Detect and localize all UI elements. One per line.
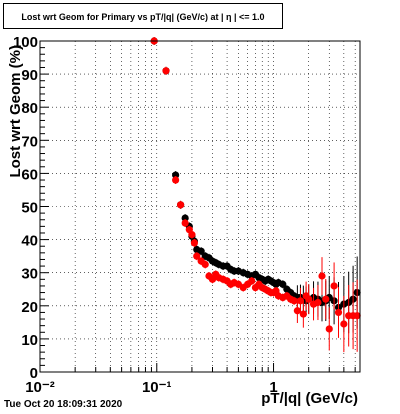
data-point xyxy=(201,260,209,269)
x-axis-label: pT/|q| (GeV/c) xyxy=(261,390,358,407)
data-point xyxy=(299,310,307,318)
y-tick-label: 0 xyxy=(30,365,38,382)
data-point xyxy=(334,308,343,317)
data-point xyxy=(353,312,361,320)
data-point xyxy=(172,176,180,184)
y-tick-label: 50 xyxy=(21,200,38,217)
axis-tick-labels: 0 10 20 30 40 50 60 70 80 90 100 10⁻² 10⁻¹ 1 xyxy=(13,34,278,396)
data-point xyxy=(190,239,198,247)
y-tick-label: 60 xyxy=(21,166,38,183)
data-point xyxy=(305,295,313,303)
data-point xyxy=(177,201,185,209)
y-tick-label: 40 xyxy=(21,233,38,250)
y-tick-label: 80 xyxy=(21,100,38,117)
x-tick-label: 10⁻¹ xyxy=(142,379,172,396)
data-point xyxy=(193,252,201,260)
data-point xyxy=(290,297,298,305)
y-tick-label: 30 xyxy=(21,266,38,283)
data-point xyxy=(248,277,256,285)
y-tick-label: 90 xyxy=(21,67,38,84)
data-point xyxy=(181,219,189,227)
data-point xyxy=(325,325,333,333)
data-point xyxy=(172,171,180,179)
y-tick-label: 70 xyxy=(21,133,38,150)
x-tick-label: 1 xyxy=(269,379,277,396)
grid-lines xyxy=(39,41,360,372)
y-axis-label: Lost wrt Geom (%) xyxy=(7,45,24,178)
data-point xyxy=(340,320,348,328)
data-point xyxy=(296,297,305,305)
data-point xyxy=(162,67,170,75)
y-tick-label: 20 xyxy=(21,299,38,316)
data-point xyxy=(197,247,205,255)
axis-ticks xyxy=(39,40,356,373)
data-point xyxy=(279,280,287,288)
data-point xyxy=(188,231,196,239)
data-point xyxy=(293,307,301,315)
data-point xyxy=(181,214,189,222)
data-point xyxy=(330,282,338,290)
data-point xyxy=(318,272,326,280)
y-tick-label: 100 xyxy=(13,34,38,51)
data-point xyxy=(314,298,322,307)
data-point xyxy=(322,295,330,303)
series-red-points xyxy=(150,37,361,353)
chart-title: Lost wrt Geom for Primary vs pT/|q| (GeV… xyxy=(3,3,283,29)
y-tick-label: 10 xyxy=(21,332,38,349)
timestamp: Tue Oct 20 18:09:31 2020 xyxy=(4,399,123,410)
x-tick-label: 10⁻² xyxy=(25,379,55,396)
